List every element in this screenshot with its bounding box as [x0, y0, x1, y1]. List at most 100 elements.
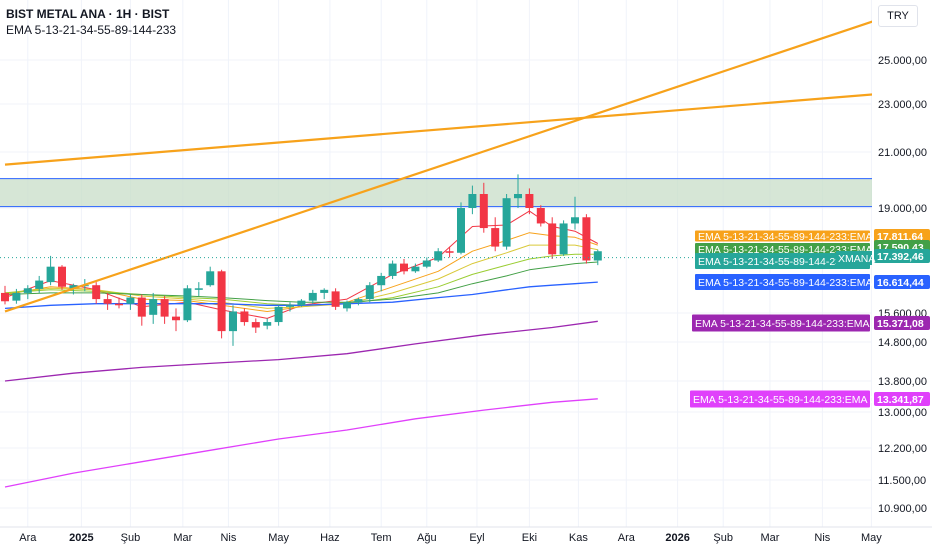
time-tick-label: Tem [371, 532, 392, 544]
candle[interactable] [194, 282, 203, 297]
candle[interactable] [149, 292, 158, 324]
candle[interactable] [274, 305, 283, 326]
ema-144-line[interactable] [4, 320, 598, 382]
candle[interactable] [388, 260, 397, 280]
candle[interactable] [331, 288, 340, 310]
time-tick-label: May [861, 532, 882, 544]
time-axis-bg [0, 527, 932, 550]
ema-value-bg [874, 316, 930, 330]
ema-value-tag[interactable]: EMA 5-13-21-34-55-89-144-233 17.392,46 [695, 249, 930, 269]
candle-body [115, 303, 123, 306]
time-tick-label: 2026 [665, 532, 689, 544]
candle[interactable] [137, 294, 146, 326]
candle[interactable] [377, 272, 386, 292]
candle[interactable] [582, 214, 591, 264]
candle[interactable] [297, 299, 306, 307]
time-tick-label: May [268, 532, 289, 544]
candle[interactable] [160, 296, 169, 324]
candle[interactable] [12, 288, 21, 304]
candle[interactable] [343, 300, 351, 312]
candle[interactable] [593, 249, 602, 266]
candle[interactable] [58, 265, 66, 290]
candle[interactable] [217, 269, 226, 339]
candle-body [172, 316, 180, 321]
candle-body [137, 297, 146, 317]
candle[interactable] [126, 294, 135, 310]
ema-value-labels: EMA 5-13-21-34-55-89-144-233:EMA 2117.81… [690, 229, 930, 408]
symbol-tag-bg [836, 251, 872, 265]
candle[interactable] [422, 257, 431, 269]
candle-body [229, 311, 237, 332]
candle[interactable] [457, 202, 465, 255]
candle[interactable] [320, 288, 329, 300]
trendline-2[interactable] [4, 93, 877, 166]
time-tick-label: Mar [760, 532, 779, 544]
candle[interactable] [491, 217, 500, 252]
candle[interactable] [479, 182, 488, 233]
candle[interactable] [468, 185, 477, 215]
trendline-1[interactable] [4, 20, 877, 313]
ema-value-bg [874, 392, 930, 406]
candle-body [286, 305, 294, 307]
time-tick-label: Mar [173, 532, 192, 544]
candle[interactable] [411, 263, 420, 273]
candle[interactable] [46, 255, 55, 286]
candle[interactable] [571, 196, 579, 230]
candle-body [149, 299, 158, 315]
candle-body [46, 266, 55, 283]
candle-body [217, 271, 226, 332]
ema-value-tag[interactable]: EMA 5-13-21-34-55-89-144-233:EMA 23313.3… [690, 390, 930, 408]
candle[interactable] [286, 302, 294, 312]
candle[interactable] [548, 217, 557, 259]
ema-value-tag[interactable]: EMA 5-13-21-34-55-89-144-233:EMA 8916.61… [695, 274, 930, 290]
candle[interactable] [206, 266, 215, 287]
candle[interactable] [115, 297, 123, 309]
candle-body [582, 217, 591, 261]
ema-value-tag[interactable]: EMA 5-13-21-34-55-89-144-233:EMA 2117.81… [695, 229, 930, 243]
candle[interactable] [502, 194, 511, 250]
candle-body [514, 194, 522, 199]
candle-body [12, 292, 21, 301]
candle[interactable] [536, 205, 545, 227]
candle-body [320, 289, 329, 293]
candle[interactable] [434, 248, 443, 263]
candle[interactable] [92, 282, 101, 304]
candle[interactable] [365, 282, 374, 303]
candle[interactable] [354, 297, 363, 306]
candle[interactable] [35, 275, 44, 293]
candle[interactable] [229, 305, 237, 346]
ema-tag-bg [695, 253, 870, 269]
resistance-zone[interactable] [0, 178, 872, 207]
ema-233-line[interactable] [4, 398, 598, 488]
indicator-legend[interactable]: EMA 5-13-21-34-55-89-144-233 [6, 23, 177, 37]
candle[interactable] [525, 188, 534, 215]
candle[interactable] [1, 285, 9, 305]
candle[interactable] [240, 308, 249, 326]
ema-tag-text: EMA 5-13-21-34-55-89-144-233 [698, 256, 847, 268]
time-tick-label: Haz [320, 532, 340, 544]
candle-body [548, 223, 557, 255]
candle[interactable] [308, 289, 317, 304]
candle-body [525, 194, 534, 208]
candle[interactable] [559, 220, 568, 256]
candle[interactable] [400, 258, 408, 275]
price-tick-label: 21.000,00 [878, 147, 927, 159]
candle-body [69, 285, 78, 289]
candle-body [58, 266, 66, 287]
time-axis[interactable]: Ara 2025 Şub Mar Nis May Haz Tem Ağu Eyl Eki Kas Ara… [0, 526, 932, 550]
currency-button[interactable]: TRY [878, 5, 918, 27]
candle-body [194, 288, 203, 290]
candle-body [251, 322, 260, 328]
candle[interactable] [183, 285, 192, 323]
candle[interactable] [263, 318, 272, 330]
candle[interactable] [251, 318, 260, 333]
candle[interactable] [514, 174, 522, 208]
candle-body [559, 223, 568, 255]
candle[interactable] [103, 292, 112, 310]
candle[interactable] [23, 285, 32, 300]
candle[interactable] [172, 308, 180, 332]
candle[interactable] [445, 246, 454, 258]
ema-value-tag[interactable]: EMA 5-13-21-34-55-89-144-233:EMA 14415.3… [692, 314, 930, 332]
symbol-tag[interactable]: XMANA [836, 251, 875, 265]
